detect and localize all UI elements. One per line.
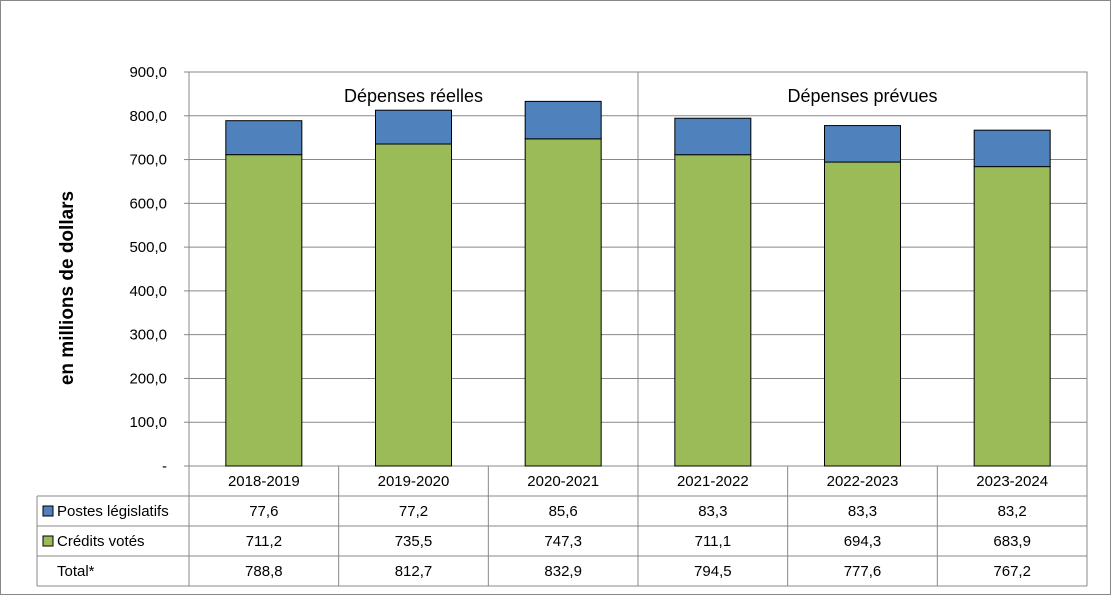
total-value: 788,8: [245, 563, 283, 580]
y-tick-label: 700,0: [129, 152, 167, 169]
legend-label: Postes législatifs: [57, 503, 169, 520]
y-tick-label: 900,0: [129, 64, 167, 81]
total-label: Total*: [57, 563, 95, 580]
total-value: 832,9: [544, 563, 582, 580]
bar-credits-votes: [375, 143, 452, 467]
bar-postes-legislatifs: [524, 100, 602, 140]
legend-swatch: [42, 505, 54, 517]
data-label: 735,5: [395, 533, 433, 550]
y-tick-label: 500,0: [129, 239, 167, 256]
bar-credits-votes: [824, 161, 901, 467]
bar-credits-votes: [674, 154, 752, 467]
y-tick-label: 200,0: [129, 370, 167, 387]
data-label: 711,2: [246, 533, 282, 550]
y-tick-label: 600,0: [129, 195, 167, 212]
total-value: 767,2: [993, 563, 1031, 580]
bar-postes-legislatifs: [225, 120, 303, 156]
data-label: 747,3: [544, 533, 582, 550]
bar-postes-legislatifs: [973, 129, 1051, 168]
y-tick-label: 100,0: [129, 414, 167, 431]
x-tick-label: 2021-2022: [677, 473, 749, 490]
legend-swatch: [42, 535, 54, 547]
x-tick-label: 2023-2024: [976, 473, 1048, 490]
total-value: 794,5: [694, 563, 732, 580]
group-label: Dépenses réelles: [344, 86, 483, 106]
data-label: 85,6: [549, 503, 578, 520]
y-tick-label: 300,0: [129, 327, 167, 344]
y-tick-label: 400,0: [129, 283, 167, 300]
y-tick-label: -: [162, 458, 167, 475]
x-tick-label: 2022-2023: [827, 473, 899, 490]
total-value: 777,6: [844, 563, 882, 580]
y-axis-label: en millions de dollars: [57, 191, 78, 385]
bar-postes-legislatifs: [824, 125, 901, 163]
data-label: 694,3: [844, 533, 882, 550]
data-label: 83,3: [698, 503, 727, 520]
x-tick-label: 2020-2021: [527, 473, 599, 490]
bar-postes-legislatifs: [674, 117, 752, 156]
y-tick-label: 800,0: [129, 108, 167, 125]
data-label: 83,2: [998, 503, 1027, 520]
legend-label: Crédits votés: [57, 533, 145, 550]
bar-postes-legislatifs: [375, 109, 452, 145]
data-label: 683,9: [993, 533, 1031, 550]
bar-credits-votes: [973, 166, 1051, 467]
data-label: 77,6: [249, 503, 278, 520]
x-tick-label: 2018-2019: [228, 473, 300, 490]
bar-credits-votes: [524, 138, 602, 467]
data-label: 83,3: [848, 503, 877, 520]
bar-credits-votes: [225, 154, 303, 467]
total-value: 812,7: [395, 563, 433, 580]
data-label: 711,1: [695, 533, 731, 550]
data-label: 77,2: [399, 503, 428, 520]
x-tick-label: 2019-2020: [378, 473, 450, 490]
group-label: Dépenses prévues: [787, 86, 937, 106]
